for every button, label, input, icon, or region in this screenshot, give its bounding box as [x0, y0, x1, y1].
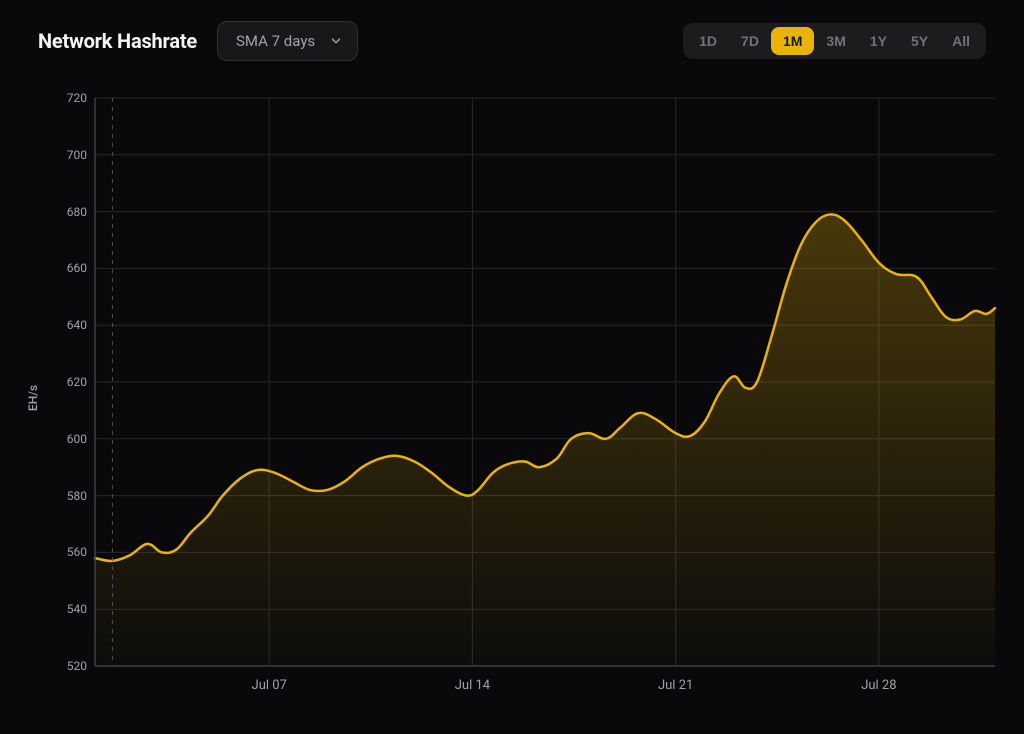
range-button-1d[interactable]: 1D: [687, 27, 729, 55]
hashrate-chart: EH/s 520540560580600620640660680700720 J…: [0, 78, 1024, 718]
page-title: Network Hashrate: [38, 29, 197, 53]
range-button-all[interactable]: All: [940, 27, 982, 55]
x-tick-label: Jul 28: [861, 678, 896, 693]
chart-plot: [0, 78, 1005, 676]
range-button-3m[interactable]: 3M: [814, 27, 857, 55]
range-button-7d[interactable]: 7D: [729, 27, 771, 55]
x-tick-label: Jul 07: [252, 678, 287, 693]
x-tick-label: Jul 14: [455, 678, 490, 693]
time-range-group: 1D7D1M3M1Y5YAll: [683, 23, 986, 59]
range-button-1m[interactable]: 1M: [771, 27, 814, 55]
range-button-5y[interactable]: 5Y: [899, 27, 940, 55]
x-tick-label: Jul 21: [658, 678, 693, 693]
range-button-1y[interactable]: 1Y: [858, 27, 899, 55]
sma-select[interactable]: SMA 7 days: [217, 21, 358, 61]
sma-select-label: SMA 7 days: [236, 32, 315, 50]
chevron-down-icon: [329, 34, 343, 48]
